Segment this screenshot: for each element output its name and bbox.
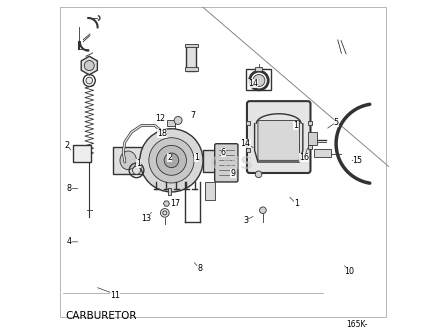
Text: 3: 3 <box>243 216 248 225</box>
Circle shape <box>260 207 266 213</box>
Text: 15: 15 <box>353 156 363 165</box>
Circle shape <box>157 145 186 175</box>
FancyBboxPatch shape <box>258 121 300 160</box>
Text: 8: 8 <box>66 184 71 193</box>
Text: 9: 9 <box>231 169 235 178</box>
Text: 2: 2 <box>167 153 172 162</box>
Text: 165K-: 165K- <box>346 320 368 329</box>
Bar <box>246 148 250 152</box>
Text: 1: 1 <box>293 121 298 130</box>
Text: 2: 2 <box>64 141 69 150</box>
Text: 1: 1 <box>136 159 140 168</box>
Text: 16: 16 <box>300 153 310 162</box>
Text: 13: 13 <box>141 214 152 223</box>
Text: 17: 17 <box>170 199 180 208</box>
Circle shape <box>253 74 265 87</box>
Text: 5: 5 <box>334 118 339 127</box>
Text: 1: 1 <box>194 153 199 162</box>
Bar <box>308 132 317 145</box>
Text: 18: 18 <box>157 129 167 138</box>
FancyBboxPatch shape <box>247 101 310 173</box>
Bar <box>246 69 271 91</box>
Text: CMS: CMS <box>209 155 253 173</box>
Bar <box>73 145 91 162</box>
Text: 7: 7 <box>190 111 196 120</box>
Bar <box>255 67 262 71</box>
Bar <box>203 150 215 172</box>
Polygon shape <box>81 56 97 75</box>
Text: 1: 1 <box>293 199 299 208</box>
Bar <box>246 122 250 126</box>
Bar <box>205 182 215 200</box>
Bar <box>185 67 198 70</box>
Circle shape <box>86 77 93 84</box>
Text: 11: 11 <box>110 291 120 300</box>
Text: 6: 6 <box>220 148 226 157</box>
Text: 14: 14 <box>248 79 258 89</box>
Circle shape <box>149 138 194 183</box>
Bar <box>113 147 143 174</box>
Circle shape <box>255 171 262 178</box>
Text: 4: 4 <box>66 237 71 246</box>
Ellipse shape <box>120 151 136 170</box>
Circle shape <box>164 153 179 168</box>
FancyBboxPatch shape <box>215 144 238 182</box>
Circle shape <box>161 208 169 217</box>
Bar <box>309 122 313 126</box>
Bar <box>186 46 196 70</box>
Text: CARBURETOR: CARBURETOR <box>65 311 136 321</box>
Text: 12: 12 <box>155 114 165 123</box>
Text: 10: 10 <box>344 267 355 276</box>
Circle shape <box>84 60 94 70</box>
Bar <box>185 44 198 47</box>
Text: 14: 14 <box>241 139 251 148</box>
Circle shape <box>132 166 140 174</box>
Bar <box>168 188 171 195</box>
Bar <box>314 149 331 157</box>
Circle shape <box>174 117 182 125</box>
Text: 8: 8 <box>197 264 202 273</box>
Bar <box>309 145 313 149</box>
Circle shape <box>140 129 203 192</box>
Polygon shape <box>164 201 169 206</box>
Bar <box>167 120 175 126</box>
